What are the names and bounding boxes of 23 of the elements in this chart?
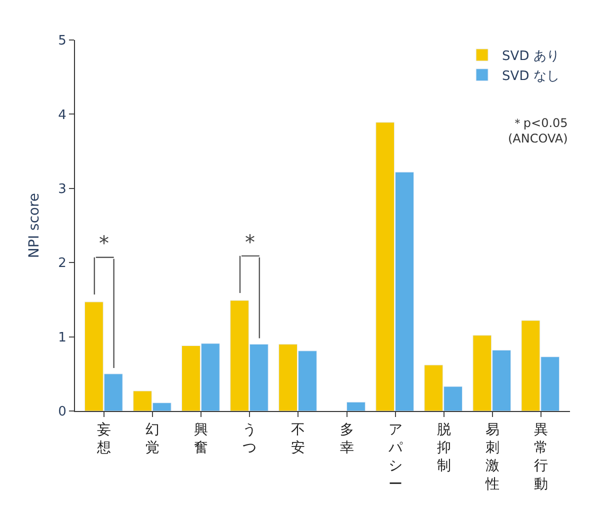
annotation: * [99,231,109,255]
x-tick-label: 易刺激性 [484,422,500,492]
y-tick-label: 5 [58,34,66,49]
x-tick-label: うつ [242,422,257,456]
legend-label: SVD あり [502,49,560,64]
y-tick-label: 4 [58,108,66,123]
y-tick-label: 1 [58,330,66,346]
y-axis-title: NPI score [26,192,43,258]
legend-label: SVD なし [502,68,560,84]
annotation: * [245,230,255,254]
x-tick-label: 不安 [291,422,306,456]
y-tick-label: 0 [58,404,66,420]
x-tick-label: 妄想 [96,420,112,456]
annotation: ＊p<0.05 (ANCOVA) [508,116,568,146]
y-tick-label: 3 [58,182,66,197]
x-tick-label: 異常行動 [534,422,548,492]
x-tick-label: 脱抑制 [436,422,451,474]
x-tick-label: 多幸 [340,422,354,456]
x-tick-label: 興奮 [194,422,208,456]
y-tick-label: 2 [58,256,66,272]
bar [346,402,366,411]
x-tick-label: 幻覚 [146,422,160,456]
x-tick-label: アパシー [387,422,404,492]
